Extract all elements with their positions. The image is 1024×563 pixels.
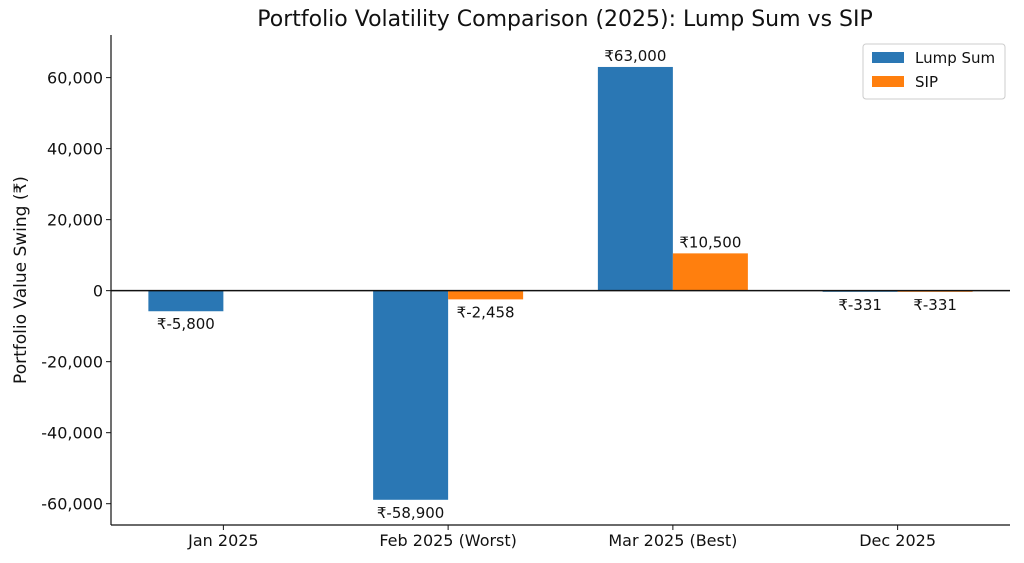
y-tick-label: 20,000 — [47, 211, 103, 230]
legend-swatch — [872, 52, 904, 63]
x-tick-label: Feb 2025 (Worst) — [379, 531, 517, 550]
plot-area: ₹-5,800 ₹-58,900 ₹63,000 ₹-331 ₹-2,458 ₹10,50… — [41, 35, 1010, 550]
data-label: ₹63,000 — [604, 47, 666, 65]
legend-swatch — [872, 76, 904, 87]
legend-label: Lump Sum — [915, 49, 995, 67]
y-tick-label: -60,000 — [41, 495, 103, 514]
x-tick-label: Jan 2025 — [187, 531, 258, 550]
x-tick-label: Mar 2025 (Best) — [608, 531, 737, 550]
bar-sip — [448, 290, 524, 300]
bar-lump-sum — [373, 290, 449, 500]
data-label: ₹-2,458 — [457, 303, 515, 321]
x-tick-label: Dec 2025 — [859, 531, 936, 550]
y-axis-label: Portfolio Value Swing (₹) — [11, 176, 31, 384]
data-label: ₹-331 — [838, 296, 882, 314]
bar-lump-sum — [597, 66, 673, 291]
bar-sip — [672, 253, 748, 291]
data-label: ₹-331 — [913, 296, 957, 314]
data-label: ₹-58,900 — [377, 504, 444, 522]
y-tick-label: 0 — [93, 282, 103, 301]
legend: Lump Sum SIP — [862, 43, 1006, 100]
y-tick-label: -20,000 — [41, 353, 103, 372]
bar-lump-sum — [148, 290, 224, 312]
y-tick-label: -40,000 — [41, 424, 103, 443]
data-label: ₹10,500 — [679, 233, 741, 251]
y-tick-label: 40,000 — [47, 140, 103, 159]
data-label: ₹-5,800 — [157, 315, 215, 333]
y-tick-label: 60,000 — [47, 69, 103, 88]
chart-title: Portfolio Volatility Comparison (2025): … — [257, 7, 873, 32]
legend-label: SIP — [915, 73, 938, 91]
